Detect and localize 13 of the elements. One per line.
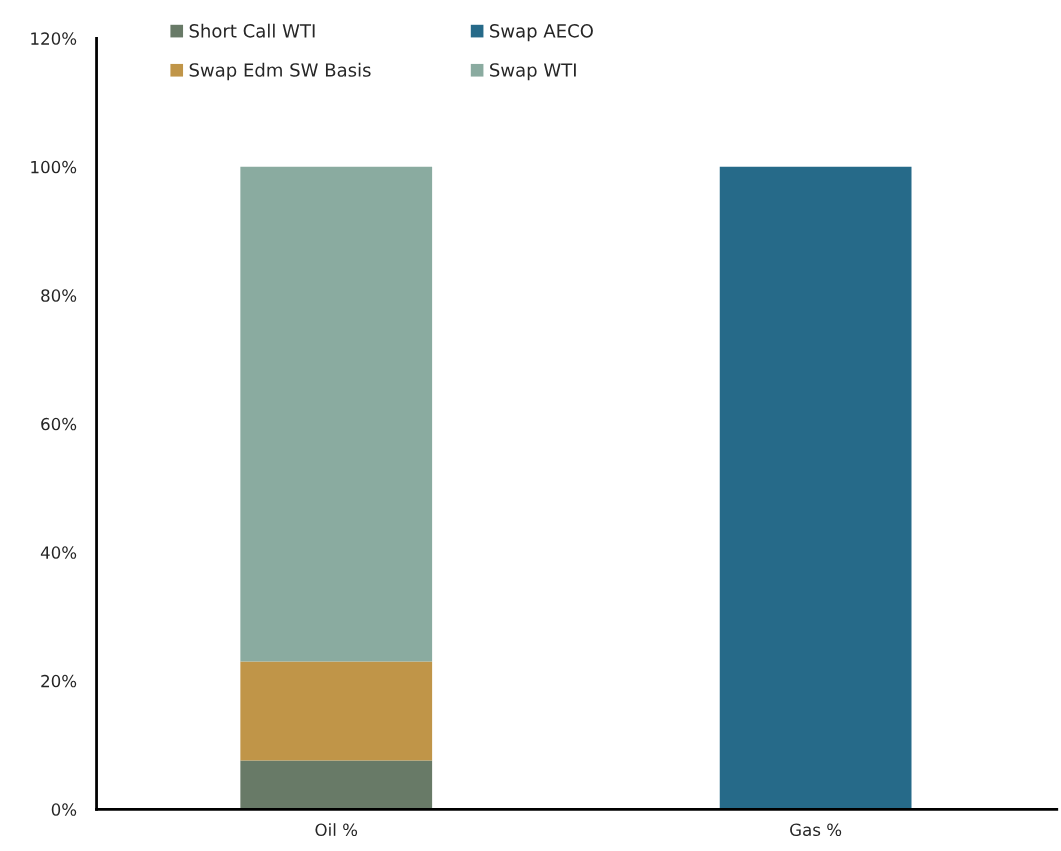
legend-label: Swap WTI bbox=[490, 63, 576, 81]
x-tick-label: Oil % bbox=[315, 823, 358, 837]
y-tick-label: 120% bbox=[31, 32, 77, 45]
legend-label: Swap Edm SW Basis bbox=[189, 62, 371, 81]
y-tick-label: 80% bbox=[41, 289, 77, 302]
legend-label: Short Call WTI bbox=[189, 23, 315, 38]
y-tick-label: 100% bbox=[31, 160, 77, 174]
y-tick-label: 0% bbox=[51, 803, 77, 816]
y-tick-label: 60% bbox=[41, 417, 77, 431]
legend-label: Swap AECO bbox=[490, 24, 593, 42]
y-tick-label: 40% bbox=[40, 546, 77, 559]
x-tick-label: Gas % bbox=[790, 823, 842, 837]
y-tick-label: 20% bbox=[41, 674, 77, 688]
